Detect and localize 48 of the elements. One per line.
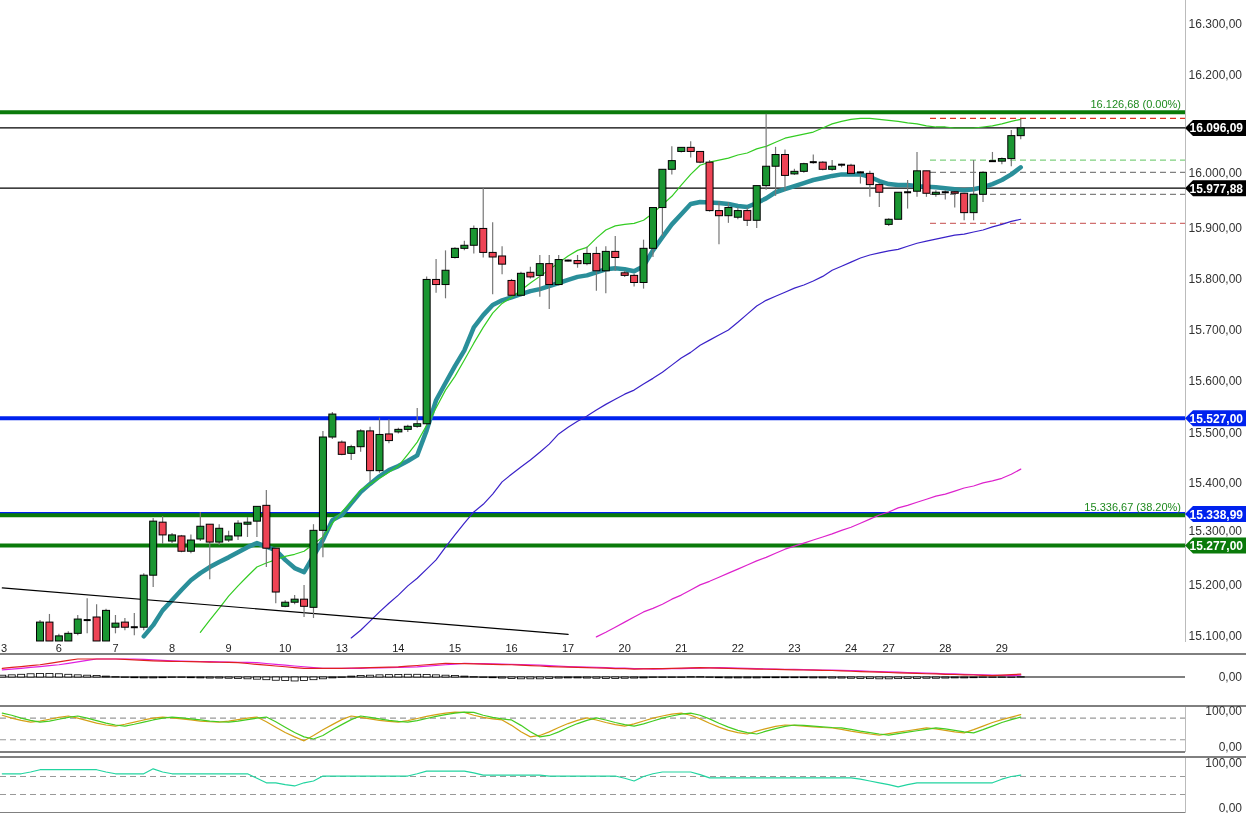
- y-tick-label: 15.500,00: [1188, 426, 1243, 441]
- y-tick-label: 15.100,00: [1188, 628, 1243, 643]
- y-tick-label: 16.300,00: [1188, 16, 1243, 31]
- candlestick: [130, 612, 138, 636]
- candlestick: [73, 614, 82, 636]
- x-tick-label: 24: [844, 642, 858, 654]
- x-tick-label: 22: [731, 642, 744, 654]
- x-tick-label: 29: [995, 642, 1009, 654]
- y-tick-label: 15.800,00: [1188, 271, 1243, 286]
- x-tick-label: 13: [335, 642, 348, 654]
- line-series: [1, 768, 1022, 788]
- y-tick-label: 15.200,00: [1188, 577, 1243, 592]
- x-tick-label: 23: [788, 642, 801, 654]
- x-tick-label: 27: [882, 642, 895, 654]
- ref-line-label: 15.338,99: [1189, 507, 1244, 522]
- y-tick-label: 100,00: [1205, 703, 1243, 718]
- x-tick-label: 7: [112, 642, 119, 654]
- x-tick-label: 9: [225, 642, 232, 654]
- ref-line-label: 15.277,00: [1189, 539, 1244, 554]
- y-tick-label: 15.900,00: [1188, 220, 1243, 235]
- y-tick-label: 15.600,00: [1188, 373, 1243, 388]
- x-tick-label: 16: [505, 642, 518, 654]
- line-series: [350, 218, 1022, 639]
- x-tick-label: 28: [939, 642, 952, 654]
- y-tick-label: 15.700,00: [1188, 322, 1243, 337]
- y-tick-label: 16.000,00: [1188, 166, 1243, 181]
- ref-line-label: 16.096,09: [1189, 121, 1244, 136]
- ref-line-label: 15.527,00: [1189, 411, 1244, 426]
- x-tick-label: 8: [168, 642, 176, 654]
- y-tick-label: 15.300,00: [1188, 523, 1243, 538]
- x-tick-label: 21: [675, 642, 688, 654]
- x-tick-label: 14: [392, 642, 405, 654]
- y-tick-label: 16.200,00: [1188, 67, 1243, 82]
- y-tick-label: 100,00: [1205, 755, 1243, 770]
- annotation: 15.336,67 (38.20%): [1084, 501, 1181, 514]
- ref-line-label: 15.977,88: [1189, 181, 1244, 196]
- x-tick-label: 6: [55, 642, 62, 654]
- x-tick-label: 10: [279, 642, 292, 654]
- y-tick-label: 0,00: [1218, 739, 1243, 754]
- x-tick-label: 17: [561, 642, 575, 654]
- y-tick-label: 15.400,00: [1188, 475, 1243, 490]
- line-series: [199, 117, 1022, 633]
- annotation: 16.126,68 (0.00%): [1090, 98, 1181, 111]
- y-tick-label: 0,00: [1218, 801, 1243, 813]
- x-tick-label: 15: [448, 642, 462, 654]
- x-tick-label: 3: [0, 642, 8, 654]
- line-series: [595, 468, 1022, 638]
- x-tick-label: 20: [618, 642, 631, 654]
